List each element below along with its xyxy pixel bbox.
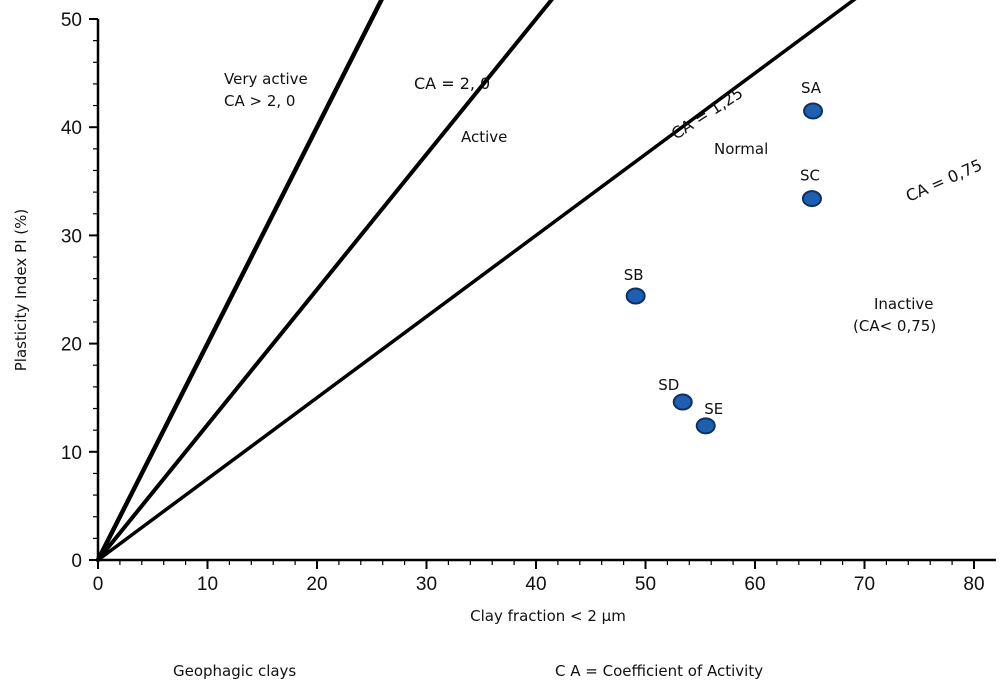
point-label: SD xyxy=(658,376,679,394)
data-points: SA SC SB SD SE xyxy=(624,79,824,435)
y-tick-label: 40 xyxy=(61,118,82,139)
x-tick-label: 60 xyxy=(744,574,765,595)
activity-line xyxy=(96,0,554,562)
point-label: SA xyxy=(801,79,822,97)
data-point xyxy=(672,393,693,411)
y-tick-label: 30 xyxy=(61,226,82,247)
region-label-normal: Normal xyxy=(714,140,768,158)
region-label-inactive: Inactive xyxy=(874,295,934,313)
region-label-very-active-ca: CA > 2, 0 xyxy=(224,92,295,110)
x-tick-label: 30 xyxy=(416,574,437,595)
y-tick-label: 50 xyxy=(61,10,82,31)
region-label-inactive-ca: (CA< 0,75) xyxy=(853,317,936,335)
axes: 0 10 20 30 40 50 60 70 80 0 10 20 30 40 50 xyxy=(61,10,996,595)
point-label: SB xyxy=(624,266,644,284)
x-tick-label: 80 xyxy=(963,574,984,595)
data-point xyxy=(803,102,824,120)
line-label-ca-2: CA = 2, 0 xyxy=(414,74,490,93)
x-tick-label: 0 xyxy=(93,574,104,595)
x-tick-label: 10 xyxy=(197,574,218,595)
x-tick-label: 70 xyxy=(854,574,875,595)
region-label-active: Active xyxy=(461,128,507,146)
region-label-very-active: Very active xyxy=(224,70,308,88)
activity-line xyxy=(95,0,384,563)
x-tick-label: 40 xyxy=(525,574,546,595)
y-tick-label: 10 xyxy=(61,443,82,464)
x-axis-label: Clay fraction < 2 μm xyxy=(470,607,626,625)
y-tick-label: 0 xyxy=(71,551,82,572)
y-tick-label: 20 xyxy=(61,335,82,356)
line-label-ca-1-25: CA = 1,25 xyxy=(668,83,747,143)
activity-lines xyxy=(95,0,857,563)
line-label-ca-0-75: CA = 0,75 xyxy=(903,155,985,205)
x-tick-label: 20 xyxy=(306,574,327,595)
footer-coefficient-of-activity: C A = Coefficient of Activity xyxy=(555,662,763,680)
y-axis-label: Plasticity Index PI (%) xyxy=(12,209,30,371)
activity-line xyxy=(96,0,857,562)
data-point xyxy=(695,417,716,435)
data-point xyxy=(801,190,822,208)
footer-geophagic-clays: Geophagic clays xyxy=(173,662,296,680)
data-point xyxy=(625,287,646,305)
point-label: SE xyxy=(704,400,723,418)
x-tick-label: 50 xyxy=(635,574,656,595)
point-label: SC xyxy=(800,167,820,185)
